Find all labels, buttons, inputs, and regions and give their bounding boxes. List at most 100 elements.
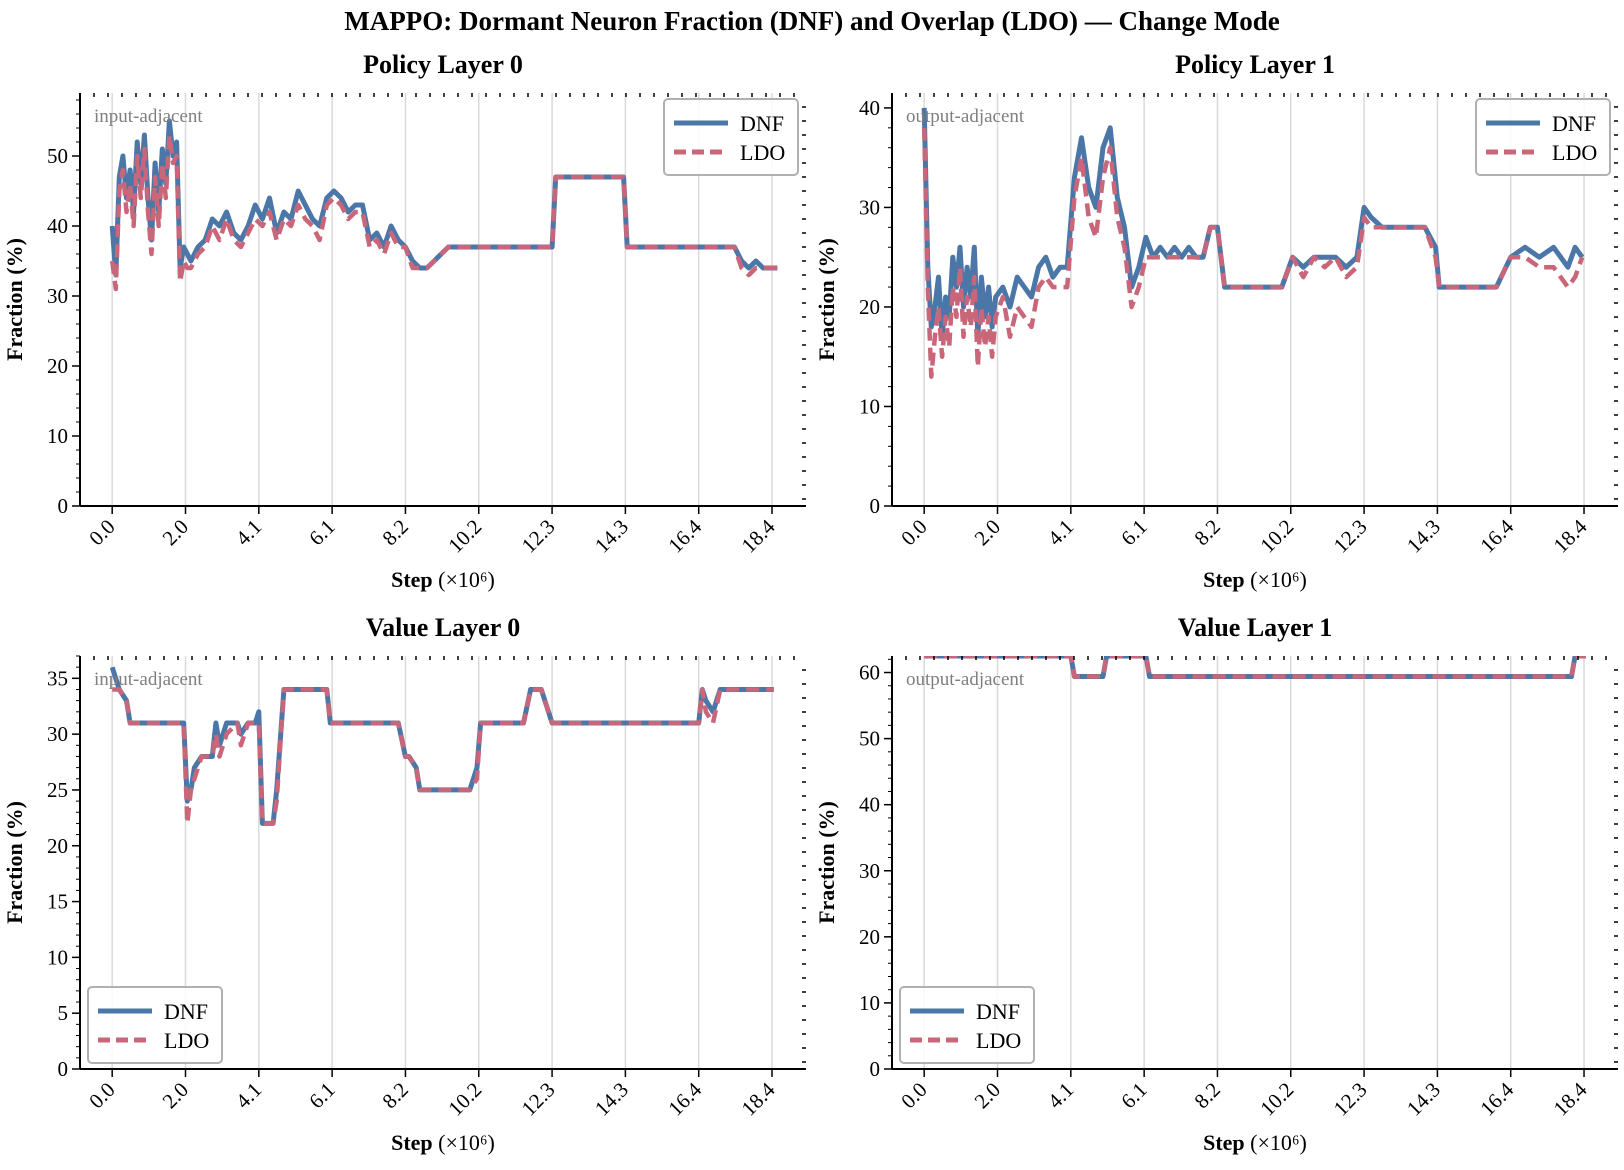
panel-annotation: input-adjacent — [94, 106, 203, 127]
x-tick-label: 12.3 — [517, 1078, 560, 1121]
y-tick-label: 15 — [47, 890, 68, 914]
legend-label-ldo: LDO — [740, 140, 785, 165]
legend: DNF LDO — [88, 987, 222, 1063]
x-tick-label: 16.4 — [663, 1077, 706, 1120]
y-tick-label: 30 — [47, 722, 68, 746]
x-tick-label: 18.4 — [1549, 514, 1592, 557]
x-tick-label: 0.0 — [84, 515, 120, 551]
legend-label-ldo: LDO — [164, 1028, 209, 1053]
y-tick-label: 50 — [47, 144, 68, 168]
x-tick-label: 6.1 — [304, 1078, 340, 1114]
x-tick-label: 10.2 — [443, 515, 486, 558]
y-axis-label: Fraction (%) — [2, 801, 27, 924]
y-tick-label: 40 — [47, 214, 68, 238]
x-tick-label: 8.2 — [1189, 515, 1225, 551]
chart-panel-4: Value Layer 1 0 10 20 30 40 50 60 0.0 2.0 4.1 6.1 8.… — [814, 613, 1618, 1155]
x-tick-label: 6.1 — [1116, 515, 1152, 551]
series-line-dnf — [112, 667, 774, 823]
panel-title: Policy Layer 0 — [363, 50, 523, 79]
x-tick-label: 18.4 — [737, 1077, 780, 1120]
x-tick-label: 16.4 — [663, 514, 706, 557]
x-axis-label: Step (×10⁶) — [391, 567, 495, 592]
panel-title: Policy Layer 1 — [1175, 50, 1335, 79]
y-tick-label: 25 — [47, 778, 68, 802]
x-tick-label: 6.1 — [304, 515, 340, 551]
x-tick-label: 0.0 — [896, 1078, 932, 1114]
legend-label-dnf: DNF — [1552, 111, 1596, 136]
y-tick-label: 0 — [58, 1057, 69, 1081]
x-tick-label: 2.0 — [158, 515, 194, 551]
y-tick-label: 20 — [47, 354, 68, 378]
y-axis-label: Fraction (%) — [814, 238, 839, 361]
y-tick-label: 0 — [870, 1057, 881, 1081]
y-tick-label: 20 — [859, 925, 880, 949]
x-tick-label: 8.2 — [1189, 1078, 1225, 1114]
x-tick-label: 14.3 — [590, 515, 633, 558]
x-tick-label: 2.0 — [970, 515, 1006, 551]
panel-annotation: output-adjacent — [906, 106, 1025, 127]
x-tick-label: 12.3 — [1329, 515, 1372, 558]
x-tick-label: 12.3 — [517, 515, 560, 558]
x-axis-label: Step (×10⁶) — [1203, 1130, 1307, 1155]
x-tick-label: 2.0 — [158, 1078, 194, 1114]
panel-title: Value Layer 0 — [366, 613, 521, 642]
y-tick-label: 35 — [47, 666, 68, 690]
x-tick-label: 18.4 — [737, 514, 780, 557]
y-tick-label: 50 — [859, 727, 880, 751]
legend-label-dnf: DNF — [740, 111, 784, 136]
y-tick-label: 60 — [859, 661, 880, 685]
x-tick-label: 4.1 — [1043, 1078, 1079, 1114]
x-tick-label: 4.1 — [231, 1078, 267, 1114]
y-axis-label: Fraction (%) — [814, 801, 839, 924]
y-tick-label: 40 — [859, 96, 880, 120]
chart-panel-1: Policy Layer 0 0 10 20 30 40 50 0.0 2.0 4.1 6.1 8.2… — [2, 50, 806, 592]
legend: DNF LDO — [1476, 99, 1610, 175]
x-tick-label: 8.2 — [377, 515, 413, 551]
y-tick-label: 10 — [859, 991, 880, 1015]
legend: DNF LDO — [664, 99, 798, 175]
x-axis-label: Step (×10⁶) — [391, 1130, 495, 1155]
chart-panel-3: Value Layer 0 0 5 10 15 20 25 30 35 0.0 2.0 4.1 6.1 8… — [2, 613, 806, 1155]
legend: DNF LDO — [900, 987, 1034, 1063]
y-tick-label: 30 — [859, 195, 880, 219]
legend-label-ldo: LDO — [1552, 140, 1597, 165]
legend-label-ldo: LDO — [976, 1028, 1021, 1053]
y-tick-label: 10 — [859, 394, 880, 418]
x-tick-label: 6.1 — [1116, 1078, 1152, 1114]
x-tick-label: 4.1 — [1043, 515, 1079, 551]
x-tick-label: 0.0 — [896, 515, 932, 551]
x-tick-label: 14.3 — [1402, 515, 1445, 558]
x-tick-label: 12.3 — [1329, 1078, 1372, 1121]
x-axis-label: Step (×10⁶) — [1203, 567, 1307, 592]
legend-label-dnf: DNF — [976, 999, 1020, 1024]
series-group — [112, 667, 774, 823]
y-tick-label: 0 — [870, 494, 881, 518]
y-tick-label: 30 — [859, 859, 880, 883]
x-tick-label: 0.0 — [84, 1078, 120, 1114]
x-tick-label: 10.2 — [443, 1078, 486, 1121]
y-tick-label: 40 — [859, 793, 880, 817]
y-tick-label: 10 — [47, 424, 68, 448]
y-tick-label: 30 — [47, 284, 68, 308]
y-tick-label: 20 — [859, 295, 880, 319]
x-tick-label: 4.1 — [231, 515, 267, 551]
y-tick-label: 10 — [47, 945, 68, 969]
x-tick-label: 16.4 — [1475, 1077, 1518, 1120]
y-tick-label: 20 — [47, 834, 68, 858]
y-tick-label: 0 — [58, 494, 69, 518]
legend-label-dnf: DNF — [164, 999, 208, 1024]
x-tick-label: 2.0 — [970, 1078, 1006, 1114]
x-tick-label: 10.2 — [1255, 1078, 1298, 1121]
x-tick-label: 14.3 — [1402, 1078, 1445, 1121]
panel-annotation: input-adjacent — [94, 669, 203, 690]
y-axis-label: Fraction (%) — [2, 238, 27, 361]
y-tick-label: 5 — [58, 1001, 69, 1025]
panel-title: Value Layer 1 — [1178, 613, 1333, 642]
chart-panel-2: Policy Layer 1 0 10 20 30 40 0.0 2.0 4.1 6.1 8.2 10… — [814, 50, 1618, 592]
x-tick-label: 18.4 — [1549, 1077, 1592, 1120]
x-tick-label: 8.2 — [377, 1078, 413, 1114]
x-tick-label: 16.4 — [1475, 514, 1518, 557]
x-tick-label: 10.2 — [1255, 515, 1298, 558]
panel-annotation: output-adjacent — [906, 669, 1025, 690]
